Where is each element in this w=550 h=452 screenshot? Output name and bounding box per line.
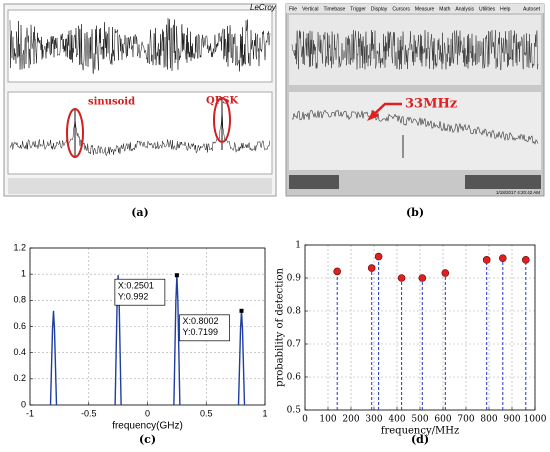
- caption: (c): [139, 433, 156, 446]
- autoset[interactable]: Autoset: [523, 6, 541, 12]
- spike: [173, 275, 181, 406]
- x-tick-label: 400: [388, 415, 405, 425]
- trace-b1: [291, 29, 539, 71]
- menu-item[interactable]: Cursors: [392, 6, 410, 12]
- x-tick-label: 100: [319, 415, 336, 425]
- point: [521, 256, 530, 264]
- point: [482, 256, 491, 264]
- menu-item[interactable]: Timebase: [323, 6, 345, 12]
- y-tick-label: 0.2: [13, 373, 26, 383]
- point: [367, 264, 376, 272]
- menu-item[interactable]: Trigger: [350, 6, 366, 12]
- trace-b2: [291, 109, 539, 158]
- point: [397, 274, 406, 282]
- menu-bar: [286, 4, 544, 13]
- menu-item[interactable]: Help: [500, 6, 511, 12]
- trace: [291, 29, 539, 71]
- menu-item[interactable]: Display: [371, 6, 388, 12]
- spike: [49, 310, 58, 406]
- arrow-head: [367, 110, 379, 121]
- readout-b: [289, 175, 339, 189]
- y-tick-label: 1: [295, 241, 301, 251]
- spike: [237, 310, 246, 406]
- datatip-marker: [174, 273, 179, 278]
- timestamp: 1/18/2017 4:20:42 AM: [496, 190, 540, 195]
- menu: File Vertical Timebase Trigger Display Cursor…: [289, 6, 511, 12]
- y-axis-label: probability of detection: [275, 268, 286, 387]
- brand: LeCroy: [250, 3, 277, 12]
- label-qpsk: QPSK: [206, 96, 238, 107]
- point: [418, 274, 427, 282]
- x-axis-label: frequency/MHz: [381, 426, 459, 437]
- y-tick-label: 0.8: [13, 295, 26, 305]
- caption: (b): [406, 206, 424, 219]
- point: [498, 254, 507, 263]
- x-tick-label: 0.5: [200, 408, 213, 418]
- menu-item[interactable]: Utilities: [479, 6, 496, 12]
- datatip: [114, 278, 166, 306]
- point: [441, 269, 450, 277]
- marker-ellipse: [66, 108, 84, 158]
- trace-a1: [9, 18, 271, 75]
- plot-frame: [29, 247, 266, 406]
- y-tick-label: 0.7: [287, 340, 302, 350]
- menu-item[interactable]: Vertical: [302, 6, 318, 12]
- datatip-text: X:0.8002: [183, 316, 219, 326]
- x-tick-label: 600: [434, 415, 451, 425]
- readout-b: [465, 175, 541, 189]
- x-tick-label: 1000: [524, 415, 547, 425]
- y-tick-label: 1: [21, 269, 26, 279]
- x-tick-label: 0: [145, 408, 150, 418]
- menu-item[interactable]: Analysis: [455, 6, 474, 12]
- datatip-text: Y:0.7199: [183, 327, 219, 337]
- x-axis-label: frequency(GHz): [112, 421, 183, 432]
- menu-item[interactable]: Math: [439, 6, 450, 12]
- y-tick-label: 0.5: [287, 406, 302, 416]
- y-tick-label: 0.8: [287, 307, 302, 317]
- y-tick-label: 0: [21, 399, 26, 409]
- x-tick-label: 300: [365, 415, 382, 425]
- spike: [114, 275, 122, 406]
- datatip: [179, 314, 230, 342]
- datatip-text: X:0.2501: [118, 281, 154, 291]
- point: [374, 252, 383, 261]
- x-tick-label: 700: [457, 415, 474, 425]
- marker-ellipse: [213, 97, 231, 143]
- y-tick-label: 0.6: [13, 321, 26, 331]
- x-tick-label: 900: [503, 415, 520, 425]
- label-sinusoid: sinusoid: [88, 97, 135, 108]
- trace: [291, 109, 539, 145]
- y-tick-label: 0.6: [287, 373, 302, 383]
- datatip-marker: [239, 308, 244, 313]
- point: [333, 267, 342, 276]
- y-tick-label: 0.9: [287, 274, 302, 284]
- x-tick-label: 800: [480, 415, 497, 425]
- x-tick-label: 200: [342, 415, 359, 425]
- menu-item[interactable]: File: [289, 6, 297, 12]
- menu-item[interactable]: Measure: [415, 6, 435, 12]
- caption: (a): [131, 206, 149, 219]
- plot-frame: [304, 244, 536, 411]
- readout-a: [8, 178, 272, 194]
- datatip-text: Y:0.992: [118, 292, 149, 302]
- trace-a1-area: [7, 9, 273, 83]
- trace-b2-area: [289, 92, 541, 170]
- y-tick-label: 1.2: [13, 242, 26, 252]
- x-tick-label: 500: [411, 415, 428, 425]
- x-tick-label: -1: [26, 408, 34, 418]
- caption: (d): [411, 433, 429, 446]
- label-33mhz: 33MHz: [405, 97, 457, 112]
- trace-b1-area: [289, 15, 541, 85]
- x-tick-label: 1: [262, 408, 267, 418]
- x-tick-label: 0: [302, 415, 308, 425]
- x-tick-label: -0.5: [81, 408, 97, 418]
- y-tick-label: 0.4: [13, 347, 26, 357]
- trace: [9, 18, 271, 75]
